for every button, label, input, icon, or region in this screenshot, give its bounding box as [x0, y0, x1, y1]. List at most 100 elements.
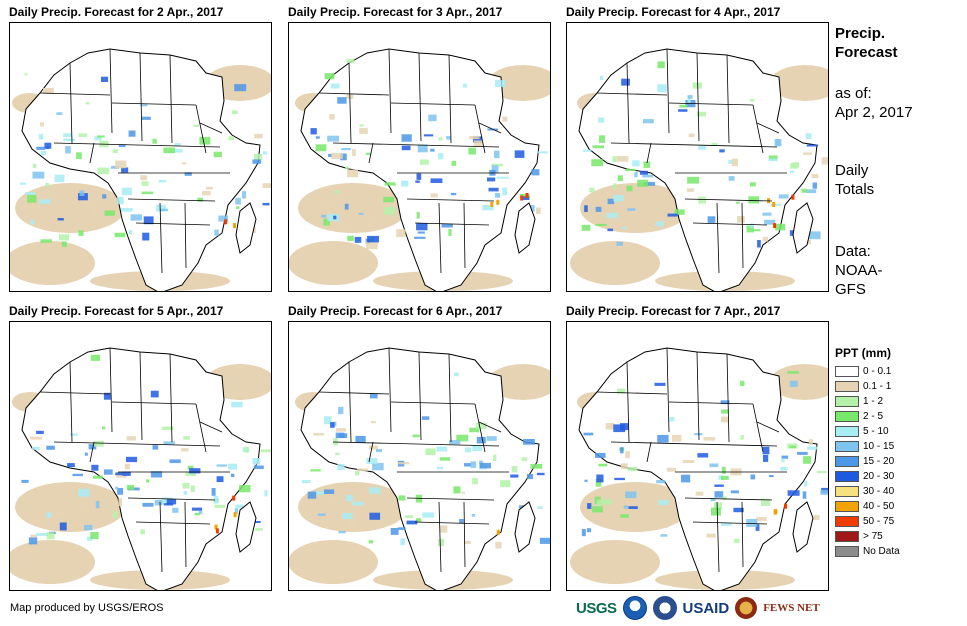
legend-swatch: [835, 501, 859, 512]
data-line: Data:: [835, 243, 871, 260]
precip-patch: [78, 133, 88, 137]
precip-patch: [643, 161, 651, 168]
precip-patch: [114, 232, 126, 238]
precip-patch: [162, 426, 174, 430]
precip-patch: [811, 174, 819, 179]
precip-patch: [365, 221, 374, 230]
precip-patch: [416, 223, 428, 231]
country-border: [610, 441, 778, 447]
precip-patch: [230, 473, 235, 477]
precip-patch: [762, 446, 770, 455]
precip-patch: [365, 152, 372, 155]
precip-patch: [87, 536, 93, 541]
legend-swatch: [835, 366, 859, 377]
africa-map-svg: [10, 48, 271, 291]
precip-patch: [163, 441, 175, 445]
precip-patch: [183, 491, 188, 495]
legend-label: 2 - 5: [863, 411, 884, 422]
legend-item: 50 - 75: [835, 514, 900, 529]
legend-item: 2 - 5: [835, 409, 900, 424]
country-border: [159, 501, 163, 573]
country-border: [89, 142, 95, 164]
precip-patch: [748, 196, 760, 204]
panel-title: Daily Precip. Forecast for 6 Apr., 2017: [288, 304, 503, 318]
precip-patch: [338, 530, 346, 534]
forecast-panel-apr-7: Daily Precip. Forecast for 7 Apr., 2017: [566, 304, 838, 591]
precip-patch: [366, 241, 378, 250]
precip-patch: [182, 483, 190, 489]
precip-patch: [592, 145, 604, 149]
precip-patch: [476, 422, 487, 430]
precip-patch: [620, 463, 628, 469]
precip-patch: [228, 136, 234, 141]
precip-patch: [756, 517, 767, 521]
precip-patch: [421, 416, 430, 420]
precip-patch: [338, 406, 344, 415]
precip-patch: [333, 421, 337, 427]
country-border: [626, 361, 630, 443]
precip-patch: [600, 75, 604, 80]
precip-patch: [122, 471, 131, 476]
precip-patch: [152, 445, 159, 450]
legend-item: 10 - 15: [835, 439, 900, 454]
precip-patch: [502, 187, 508, 196]
precip-map: [9, 22, 272, 292]
madagascar-outline: [235, 501, 257, 553]
legend-label: 50 - 75: [863, 516, 895, 527]
precip-patch: [369, 487, 381, 494]
precip-patch: [239, 485, 251, 493]
precip-patch: [628, 506, 638, 509]
precip-patch: [150, 390, 159, 398]
country-border: [109, 347, 113, 433]
precip-patch: [82, 200, 90, 208]
precip-patch: [154, 500, 163, 506]
precip-patch: [214, 504, 225, 508]
precip-patch: [537, 151, 548, 154]
precip-patch: [430, 148, 435, 152]
precip-patch: [808, 439, 813, 445]
precip-patch: [184, 172, 192, 176]
precip-patch: [587, 503, 592, 509]
precip-patch: [260, 449, 271, 453]
country-border: [390, 401, 476, 405]
precip-patch: [185, 471, 196, 477]
precip-patch: [695, 491, 704, 496]
precip-patch: [627, 208, 636, 211]
precip-patch: [142, 232, 150, 241]
precip-patch: [806, 189, 817, 194]
precip-patch: [536, 207, 541, 214]
precip-patch: [169, 459, 181, 464]
precip-patch: [104, 469, 113, 475]
legend-swatch: [835, 381, 859, 392]
heavy-precip-patch: [233, 223, 236, 229]
precip-patch: [734, 538, 740, 543]
precip-patch: [347, 235, 354, 241]
precip-patch: [115, 160, 127, 169]
country-border: [692, 521, 768, 525]
precip-patch: [625, 491, 637, 499]
precip-patch: [625, 168, 636, 172]
sidebar-asof: as of: Apr 2, 2017: [835, 84, 913, 122]
precip-patch: [84, 452, 88, 456]
precip-patch: [761, 498, 771, 507]
country-border: [418, 52, 422, 142]
precip-patch: [768, 155, 778, 161]
precip-patch: [495, 80, 506, 87]
precip-patch: [59, 522, 67, 531]
precip-patch: [687, 96, 691, 103]
legend-title: PPT (mm): [835, 346, 892, 360]
precip-patch: [30, 436, 42, 440]
precip-patch: [369, 512, 381, 520]
legend-item: 30 - 40: [835, 484, 900, 499]
precip-patch: [430, 193, 438, 198]
precip-patch: [401, 180, 409, 187]
precip-patch: [595, 223, 607, 227]
country-border: [388, 347, 392, 433]
precip-patch: [92, 475, 103, 479]
precip-patch: [797, 451, 808, 455]
precip-patch: [416, 173, 422, 180]
precip-patch: [94, 136, 102, 141]
precip-patch: [40, 239, 52, 243]
precip-patch: [598, 117, 605, 123]
precip-patch: [199, 136, 211, 145]
